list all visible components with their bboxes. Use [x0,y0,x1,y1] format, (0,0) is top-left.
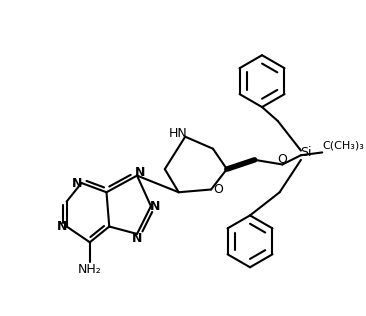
Text: C(CH₃)₃: C(CH₃)₃ [322,141,364,151]
Text: N: N [72,177,82,190]
Text: O: O [277,153,287,166]
Text: NH₂: NH₂ [78,263,102,276]
Text: N: N [132,232,142,245]
Text: HN: HN [168,127,187,140]
Text: N: N [57,220,67,233]
Text: N: N [135,166,145,179]
Text: Si: Si [300,146,311,159]
Text: O: O [214,183,224,196]
Text: N: N [150,200,161,213]
